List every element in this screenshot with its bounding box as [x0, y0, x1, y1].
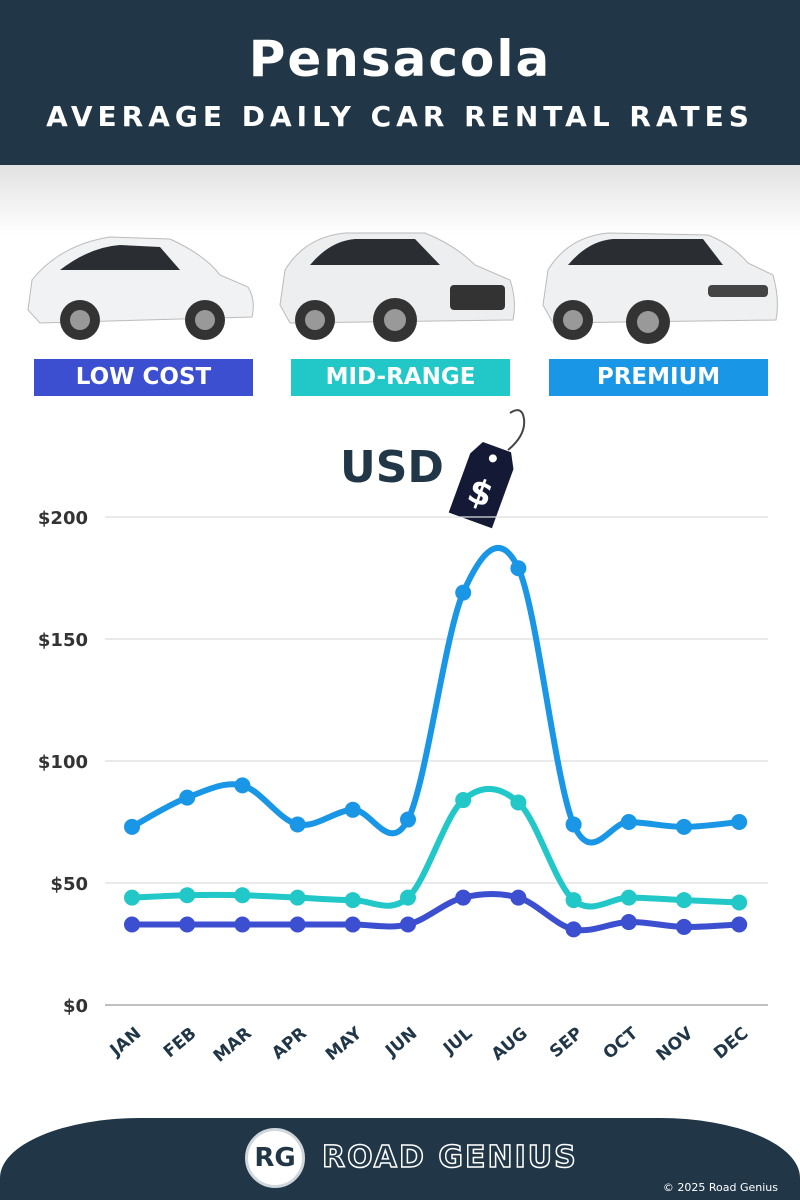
data-point-premium: [731, 814, 748, 830]
data-point-mid-range: [676, 892, 692, 909]
copyright: © 2025 Road Genius: [662, 1181, 778, 1194]
data-point-premium: [565, 816, 582, 833]
page-subtitle: AVERAGE DAILY CAR RENTAL RATES: [46, 100, 754, 133]
data-point-mid-range: [731, 894, 748, 911]
road-genius-logo: RG: [245, 1128, 305, 1188]
data-point-premium: [124, 818, 140, 835]
data-point-premium: [344, 801, 361, 818]
data-point-premium: [676, 818, 692, 835]
data-point-mid-range: [234, 887, 251, 904]
brand-name: ROAD GENIUS: [321, 1139, 578, 1176]
data-point-premium: [234, 777, 251, 794]
data-point-premium: [510, 560, 527, 577]
x-tick-label: FEB: [160, 1024, 201, 1063]
data-point-low-cost: [400, 916, 416, 933]
data-point-low-cost: [234, 916, 251, 933]
data-point-premium: [179, 789, 196, 806]
data-point-low-cost: [124, 916, 140, 933]
y-tick-label: $100: [38, 752, 88, 773]
x-tick-label: OCT: [600, 1023, 643, 1063]
legend-low-cost: LOW COST: [34, 359, 253, 396]
y-tick-label: $150: [38, 630, 88, 651]
data-point-mid-range: [400, 889, 416, 906]
data-point-premium: [400, 811, 416, 828]
data-point-mid-range: [344, 892, 361, 909]
x-tick-label: MAY: [322, 1023, 367, 1065]
data-point-premium: [289, 816, 306, 833]
data-point-premium: [620, 814, 637, 830]
data-point-mid-range: [289, 889, 306, 906]
x-tick-label: DEC: [710, 1024, 752, 1064]
data-point-low-cost: [289, 916, 306, 933]
series-line-premium: [129, 544, 743, 846]
x-tick-label: AUG: [488, 1024, 532, 1065]
header: Pensacola AVERAGE DAILY CAR RENTAL RATES: [0, 0, 800, 165]
luxury-suv-car-image: [542, 232, 778, 344]
data-point-mid-range: [179, 887, 196, 904]
line-chart: $0 $50 $100 $150 $200 JAN FEB MAR APR MAY JUN JUL AU…: [38, 508, 768, 1067]
x-tick-label: JUL: [439, 1023, 476, 1059]
header-shadow: [0, 165, 800, 235]
price-tag-dollar-icon: $: [448, 409, 526, 529]
data-point-low-cost: [455, 889, 472, 906]
data-point-mid-range: [124, 889, 140, 906]
currency-label: USD: [340, 442, 444, 493]
data-point-low-cost: [510, 889, 527, 906]
x-tick-label: JAN: [106, 1024, 145, 1062]
data-point-low-cost: [731, 916, 748, 933]
x-tick-label: JUN: [381, 1024, 421, 1062]
data-point-low-cost: [179, 916, 196, 933]
data-point-low-cost: [344, 916, 361, 933]
x-tick-label: NOV: [653, 1023, 698, 1065]
data-point-low-cost: [565, 921, 582, 938]
y-tick-label: $50: [50, 874, 88, 895]
x-tick-label: SEP: [546, 1024, 587, 1063]
data-point-low-cost: [620, 914, 637, 931]
footer: [0, 1118, 800, 1200]
x-tick-label: APR: [268, 1024, 311, 1064]
data-point-premium: [455, 584, 472, 601]
y-tick-label: $200: [38, 508, 88, 529]
data-point-mid-range: [565, 892, 582, 909]
suv-car-image: [279, 232, 515, 342]
legend-premium: PREMIUM: [549, 359, 768, 396]
hatchback-car-image: [27, 236, 254, 340]
y-tick-label: $0: [63, 996, 88, 1017]
legend-mid-range: MID-RANGE: [291, 359, 510, 396]
data-point-mid-range: [455, 792, 472, 809]
data-point-low-cost: [676, 918, 692, 935]
data-point-mid-range: [510, 794, 527, 811]
series-line-mid-range: [129, 786, 743, 910]
data-point-mid-range: [620, 889, 637, 906]
page-title: Pensacola: [248, 30, 552, 88]
x-tick-label: MAR: [210, 1024, 256, 1067]
